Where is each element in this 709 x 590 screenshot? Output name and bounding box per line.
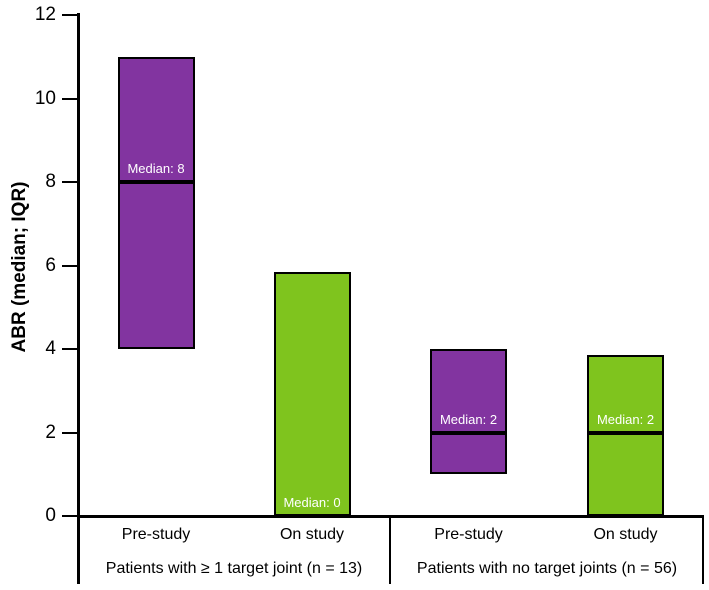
iqr-bar [430,349,507,475]
y-tick [62,181,78,183]
median-label: Median: 2 [439,411,498,427]
group-label: Patients with ≥ 1 target joint (n = 13) [105,560,363,577]
median-label: Median: 2 [596,411,655,427]
median-label: Median: 8 [127,161,185,176]
y-tick [62,431,78,434]
iqr-bar [587,355,664,516]
y-tick [62,348,78,350]
median-label: Median: 0 [283,495,341,510]
category-label: Pre-study [434,526,503,543]
iqr-bar [117,56,195,349]
category-label: On study [279,526,345,543]
y-tick [62,264,78,267]
y-tick-label: 10 [34,87,56,109]
y-tick-label: 8 [45,171,56,192]
group-label: Patients with no target joints (n = 56) [416,560,678,577]
y-axis-line [76,13,80,584]
y-tick [62,97,78,100]
median-line [587,430,664,435]
y-tick-label: 2 [45,421,56,443]
category-label: Pre-study [121,526,191,543]
y-tick-label: 0 [45,505,56,526]
median-line [117,180,195,184]
category-label: On study [593,526,658,543]
y-tick [62,515,78,517]
iqr-bar [273,271,351,516]
group-divider [702,514,704,584]
y-tick-label: 6 [45,254,56,276]
group-divider [389,514,391,584]
y-tick [62,14,78,16]
y-tick-label: 12 [34,4,56,25]
median-line [430,430,507,435]
y-tick-label: 4 [45,338,56,359]
median-line [273,514,351,518]
